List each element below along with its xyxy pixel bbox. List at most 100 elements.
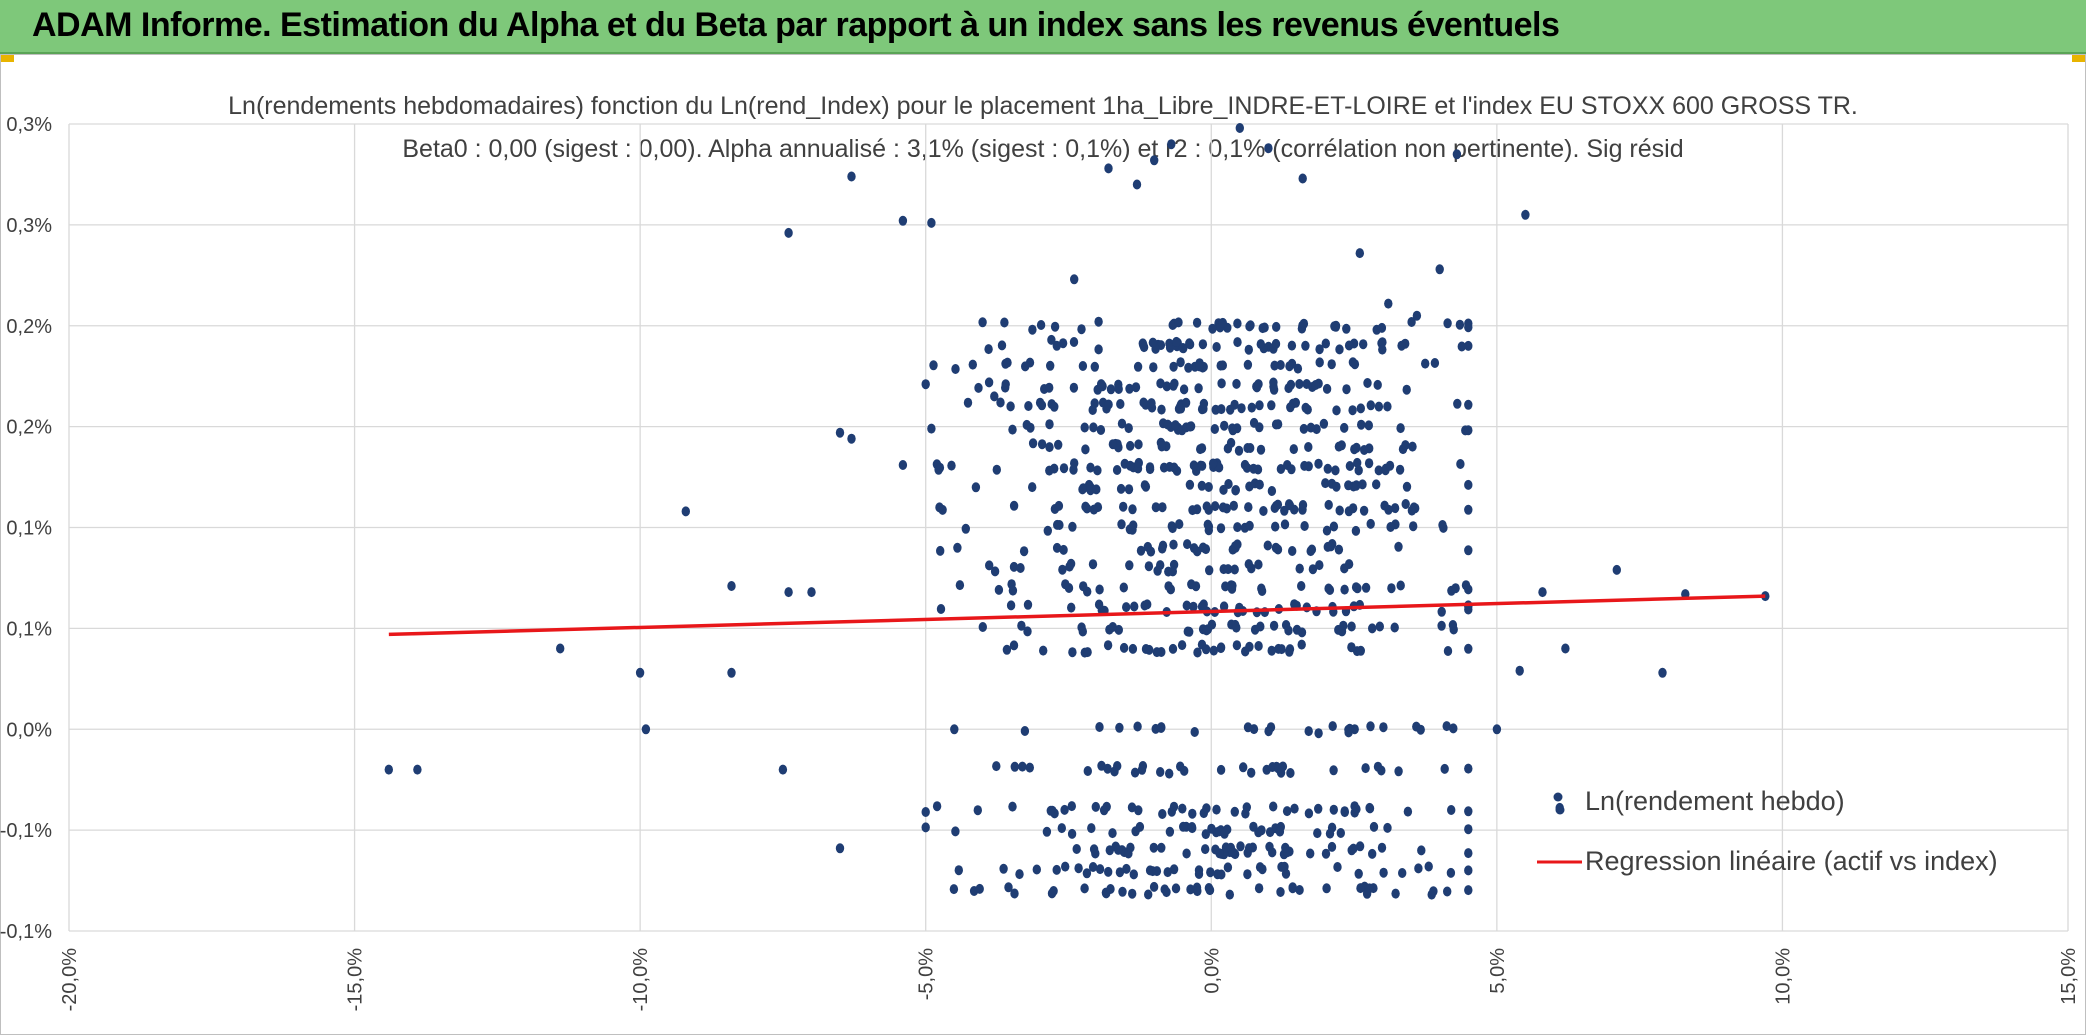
scatter-point: [1136, 545, 1146, 556]
scatter-point: [1162, 887, 1171, 898]
scatter-point: [1396, 423, 1405, 434]
scatter-point: [1083, 647, 1092, 658]
scatter-point: [1108, 439, 1118, 450]
scatter-point: [1094, 316, 1103, 327]
scatter-point: [1385, 460, 1395, 471]
scatter-point: [1097, 379, 1106, 390]
scatter-point: [1271, 338, 1281, 349]
scatter-point: [1202, 803, 1211, 814]
scatter-point: [1077, 324, 1086, 335]
scatter-point: [1350, 359, 1360, 370]
scatter-point: [1361, 582, 1371, 593]
scatter-point: [1374, 465, 1384, 476]
scatter-point: [1361, 763, 1370, 774]
scatter-point: [1369, 821, 1379, 832]
scatter-point: [1362, 888, 1372, 899]
scatter-point: [1368, 623, 1377, 634]
scatter-point: [1195, 361, 1204, 372]
scatter-point: [1158, 502, 1167, 513]
grid-lines: [68, 123, 2069, 932]
scatter-point: [1255, 479, 1264, 490]
scatter-point: [1115, 722, 1124, 733]
scatter-point: [1096, 425, 1106, 435]
scatter-point: [1233, 522, 1242, 533]
scatter-point: [1169, 801, 1179, 812]
scatter-point: [1053, 519, 1062, 530]
scatter-point: [1169, 380, 1178, 391]
scatter-point: [968, 359, 977, 370]
y-tick-label: 0,3%: [6, 215, 52, 237]
scatter-point: [1292, 624, 1302, 635]
scatter-point: [1068, 521, 1077, 532]
scatter-point: [1196, 444, 1205, 455]
scatter-point: [1332, 481, 1341, 492]
scatter-point: [1167, 139, 1176, 150]
scatter-point: [1008, 424, 1017, 435]
scatter-point: [1122, 863, 1131, 874]
scatter-point: [1306, 848, 1315, 859]
scatter-point: [1000, 317, 1009, 328]
scatter-point: [1216, 360, 1225, 371]
scatter-point: [1082, 503, 1092, 514]
scatter-point: [1243, 722, 1253, 733]
scatter-point: [784, 587, 793, 598]
scatter-point: [1227, 583, 1237, 594]
scatter-point: [1263, 540, 1273, 551]
scatter-point: [1124, 484, 1134, 495]
scatter-point: [1169, 539, 1178, 550]
scatter-point: [935, 502, 944, 513]
scatter-point: [1306, 422, 1316, 433]
scatter-point: [1451, 583, 1460, 594]
scatter-point: [1249, 417, 1259, 428]
scatter-point: [1247, 767, 1256, 778]
y-tick-label: 0,1%: [6, 618, 52, 640]
scatter-point: [1069, 382, 1079, 393]
scatter-point: [1464, 479, 1473, 490]
scatter-point: [1141, 644, 1151, 654]
scatter-point: [1354, 868, 1363, 879]
scatter-point: [1117, 519, 1126, 530]
scatter-point: [1351, 525, 1361, 536]
scatter-point: [1168, 523, 1177, 534]
scatter-point: [1276, 360, 1285, 370]
scatter-point: [1212, 342, 1221, 352]
scatter-point: [1377, 322, 1387, 333]
scatter-point: [1348, 405, 1357, 416]
scatter-point: [1243, 443, 1252, 453]
scatter-point: [641, 724, 651, 735]
scatter-point: [978, 622, 987, 632]
scatter-point: [1187, 822, 1197, 832]
scatter-point: [1201, 644, 1211, 655]
scatter-point: [1128, 504, 1137, 515]
scatter-point: [1106, 884, 1115, 894]
scatter-point: [1032, 864, 1042, 875]
scatter-point: [1249, 463, 1258, 474]
scatter-point: [1315, 357, 1324, 368]
scatter-point: [1179, 384, 1189, 395]
scatter-point: [1344, 340, 1354, 351]
scatter-point: [1448, 620, 1458, 630]
scatter-point: [1004, 882, 1013, 893]
scatter-point: [974, 382, 983, 393]
scatter-point: [1243, 869, 1252, 880]
scatter-point: [953, 542, 962, 553]
scatter-point: [1106, 384, 1116, 395]
scatter-point: [1359, 505, 1369, 516]
y-tick-label: -0,1%: [0, 921, 52, 943]
scatter-point: [1280, 505, 1289, 516]
scatter-point: [1327, 359, 1336, 370]
scatter-point: [1264, 143, 1273, 154]
scatter-point: [1561, 643, 1570, 654]
scatter-point: [1401, 440, 1410, 451]
scatter-point: [1235, 123, 1245, 133]
scatter-point: [1232, 378, 1241, 389]
scatter-point: [1356, 645, 1366, 656]
scatter-point: [1146, 546, 1156, 557]
scatter-point: [1129, 869, 1139, 880]
scatter-point: [1188, 505, 1197, 516]
scatter-point: [1446, 867, 1456, 878]
scatter-point: [1088, 559, 1098, 570]
scatter-point: [1271, 419, 1281, 430]
scatter-point: [1223, 564, 1233, 575]
scatter-point: [1349, 843, 1358, 854]
